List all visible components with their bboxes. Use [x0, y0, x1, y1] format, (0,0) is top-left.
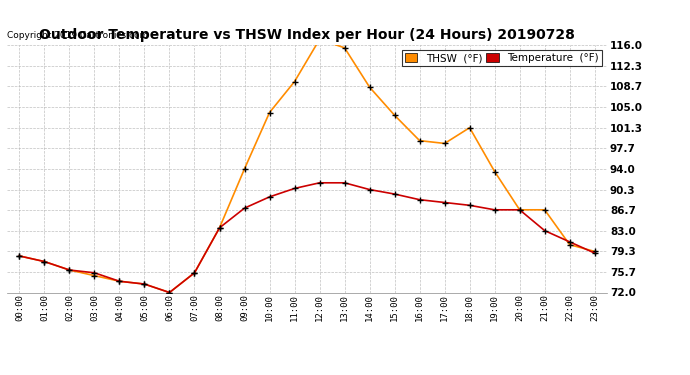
Text: Copyright 2019 Cartronics.com: Copyright 2019 Cartronics.com — [7, 31, 148, 40]
Title: Outdoor Temperature vs THSW Index per Hour (24 Hours) 20190728: Outdoor Temperature vs THSW Index per Ho… — [39, 28, 575, 42]
Legend: THSW  (°F), Temperature  (°F): THSW (°F), Temperature (°F) — [402, 50, 602, 66]
